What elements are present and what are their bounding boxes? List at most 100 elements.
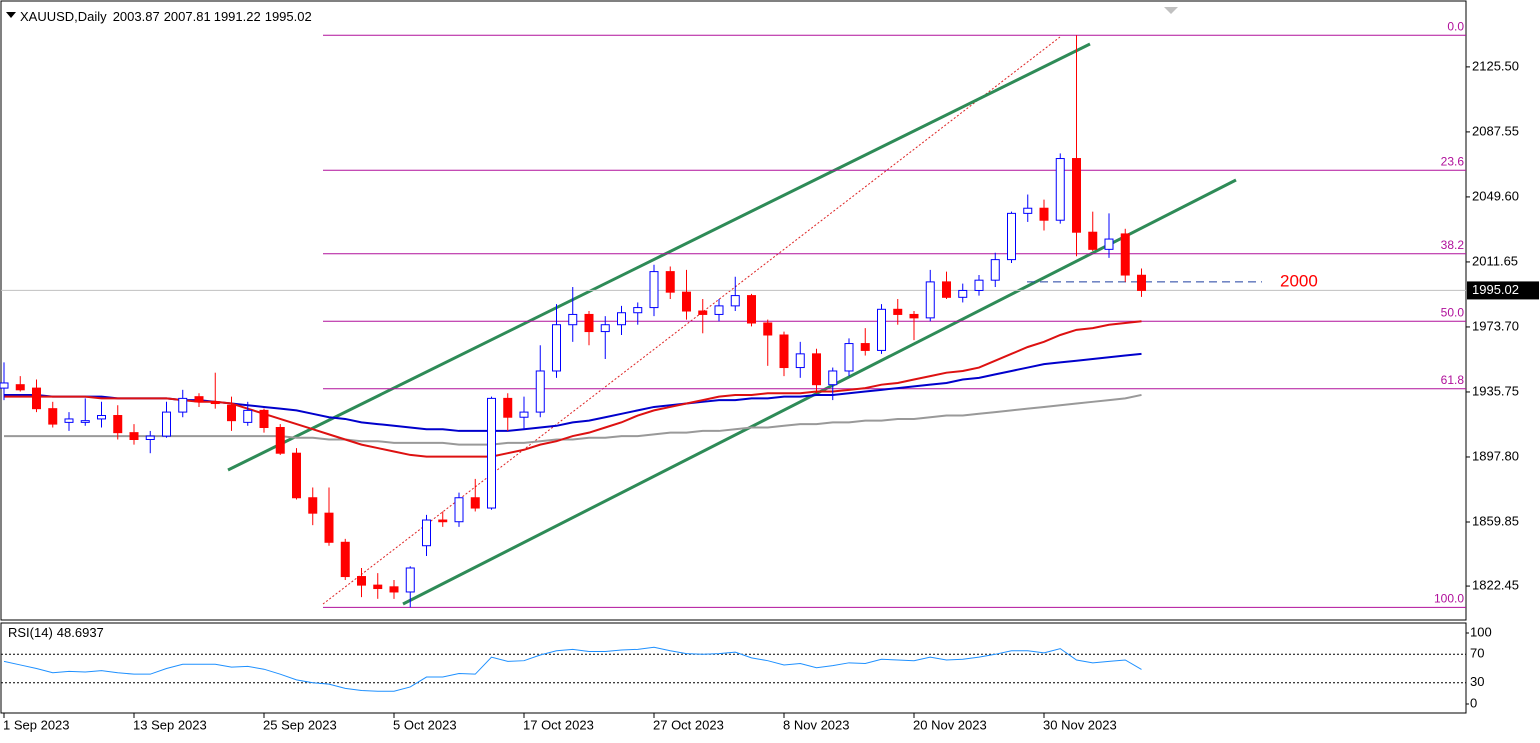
candle-body [259, 409, 269, 429]
candle-body [1104, 238, 1114, 250]
candle-body [129, 432, 139, 441]
moving-average [4, 393, 1142, 446]
moving-average [4, 320, 1142, 458]
candle-body [877, 308, 886, 351]
fib-anchor-line [322, 36, 1061, 605]
candle-body [535, 370, 545, 413]
menu-arrow[interactable] [6, 12, 16, 18]
candle-body [357, 576, 366, 586]
candle-body [958, 289, 968, 298]
candle-body [1137, 274, 1146, 291]
candle-body [15, 384, 25, 391]
candle-body [503, 397, 513, 418]
candle-body [80, 420, 90, 423]
y-tick-label: 1859.85 [1472, 513, 1519, 528]
candle-body [942, 281, 951, 298]
candle-body [454, 497, 464, 523]
candle-body [568, 313, 578, 326]
candle-body [438, 519, 448, 523]
x-tick-label: 27 Oct 2023 [653, 717, 724, 732]
candle-body [275, 427, 285, 454]
y-tick-label: 2011.65 [1472, 253, 1518, 268]
candle-body [162, 411, 171, 437]
candle-body [714, 305, 724, 315]
candle-body [0, 382, 9, 389]
candle-body [909, 313, 919, 319]
price-tag [1467, 281, 1539, 300]
candle-body [1023, 207, 1033, 214]
candle-body [925, 281, 935, 319]
candle-body [405, 567, 415, 593]
shift-marker [1164, 7, 1178, 14]
candle-body [340, 541, 350, 578]
rsi-panel [0, 622, 1467, 714]
candle-body [97, 415, 106, 420]
candle-body [633, 307, 643, 314]
rsi-tick-label: 30 [1470, 674, 1484, 689]
y-tick-label: 2125.50 [1472, 58, 1519, 73]
candle-body [194, 396, 204, 403]
x-tick-label: 13 Sep 2023 [133, 717, 207, 732]
rsi-header: RSI(14) 48.6937 [8, 625, 104, 640]
candle-body [48, 408, 58, 425]
candle-body [32, 387, 41, 410]
fib-label: 50.0 [1441, 305, 1465, 319]
candle-body [113, 415, 123, 434]
rsi-tick-label: 70 [1470, 646, 1484, 661]
candle-body [552, 324, 561, 372]
candle-body [779, 334, 789, 369]
candle-body [990, 259, 1000, 281]
candle-body [227, 404, 236, 422]
candle-body [844, 343, 854, 372]
candle-body [64, 418, 74, 423]
fib-label: 100.0 [1434, 592, 1464, 606]
candle-body [324, 512, 334, 543]
fib-label: 0.0 [1447, 19, 1464, 33]
rsi-name: RSI(14) [8, 625, 53, 640]
main-panel [0, 0, 1467, 621]
price-tag-label: 1995.02 [1472, 282, 1519, 297]
x-tick-label: 8 Nov 2023 [783, 717, 850, 732]
candle-body [487, 397, 496, 509]
rsi-tick-label: 0 [1470, 695, 1477, 710]
rsi-tick-label: 100 [1470, 624, 1492, 639]
candle-body [795, 353, 805, 369]
fib-label: 23.6 [1441, 154, 1465, 168]
candle-body [308, 497, 318, 514]
y-tick-label: 1973.70 [1472, 318, 1519, 333]
candle-body [812, 353, 821, 386]
candle-body [698, 310, 708, 315]
candle-body [828, 370, 838, 386]
x-tick-label: 5 Oct 2023 [393, 717, 457, 732]
candle-body [145, 435, 155, 441]
candle-body [389, 586, 399, 593]
candle-body [1055, 158, 1065, 221]
candle-body [617, 312, 626, 326]
candle-body [292, 452, 301, 499]
x-tick-label: 30 Nov 2023 [1043, 717, 1117, 732]
candle-body [584, 313, 594, 333]
candle-body [893, 308, 903, 315]
candle-body [1007, 212, 1016, 261]
candle-body [763, 322, 773, 336]
candle-body [1120, 233, 1130, 276]
candle-body [243, 409, 253, 423]
candle-body [600, 324, 610, 333]
candle-body [470, 497, 480, 509]
rsi-last: 48.6937 [57, 625, 104, 640]
candle-body [649, 271, 659, 309]
last-low: 1991.22 [214, 9, 261, 24]
level-label: 2000 [1280, 271, 1318, 290]
candle-body [665, 271, 675, 293]
candle-body [519, 411, 529, 418]
y-tick-label: 1897.80 [1472, 448, 1519, 463]
last-open: 2003.87 [113, 9, 160, 24]
symbol: XAUUSD,Daily [20, 9, 107, 24]
candle-body [747, 295, 756, 324]
x-tick-label: 20 Nov 2023 [913, 717, 987, 732]
candle-body [178, 397, 188, 413]
x-tick-label: 17 Oct 2023 [523, 717, 594, 732]
candle-body [682, 291, 691, 312]
y-tick-label: 1935.75 [1472, 383, 1519, 398]
